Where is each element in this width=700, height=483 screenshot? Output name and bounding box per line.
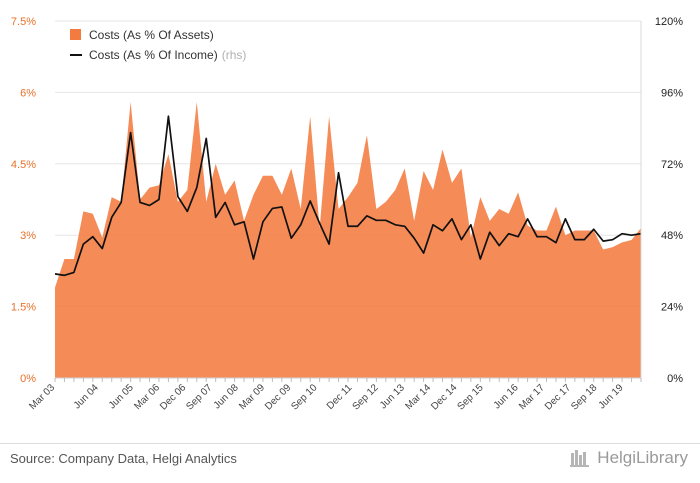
y-left-tick-label: 4.5% [11, 159, 36, 171]
x-tick-label: Dec 06 [158, 382, 188, 412]
x-tick-label: Jun 19 [597, 382, 626, 411]
y-right-tick-label: 48% [661, 230, 683, 242]
y-left-tick-label: 3% [20, 230, 36, 242]
y-left-tick-label: 7.5% [11, 16, 36, 28]
x-tick-label: Jun 04 [72, 382, 101, 411]
source-note: Source: Company Data, Helgi Analytics [10, 451, 237, 466]
x-tick-label: Dec 11 [325, 382, 355, 412]
y-right-tick-label: 24% [661, 302, 683, 314]
x-tick-label: Mar 06 [132, 382, 162, 412]
x-tick-label: Sep 07 [184, 382, 214, 412]
x-tick-label: Dec 17 [543, 382, 573, 412]
series-line-income [54, 115, 642, 277]
x-tick-label: Jun 13 [378, 382, 407, 411]
y-right-tick-label: 0% [667, 373, 683, 385]
x-tick-label: Mar 17 [517, 382, 547, 412]
x-tick-label: Sep 10 [289, 382, 319, 412]
y-left-tick-label: 1.5% [11, 302, 36, 314]
x-tick-label: Sep 15 [455, 382, 485, 412]
left-axis: 0% 1.5% 3% 4.5% 6% 7.5% [11, 16, 36, 385]
y-right-tick-label: 96% [661, 87, 683, 99]
brand-logo: HelgiLibrary [569, 447, 688, 469]
footer-divider [0, 443, 700, 444]
legend-swatch-assets [70, 29, 81, 40]
y-left-tick-label: 6% [20, 87, 36, 99]
right-axis: 0% 24% 48% 72% 96% 120% [655, 16, 683, 385]
y-right-tick-label: 72% [661, 159, 683, 171]
legend: Costs (As % Of Assets) Costs (As % Of In… [70, 28, 246, 62]
x-tick-label: Dec 09 [263, 382, 293, 412]
x-tick-label: Sep 18 [569, 382, 599, 412]
x-tick-label: Dec 14 [429, 382, 459, 412]
x-tick-label: Jun 16 [492, 382, 521, 411]
y-right-tick-label: 120% [655, 16, 683, 28]
x-tick-label: Mar 03 [27, 382, 57, 412]
legend-label-assets: Costs (As % Of Assets) [89, 28, 214, 42]
x-tick-label: Jun 08 [212, 382, 241, 411]
y-left-tick-label: 0% [20, 373, 36, 385]
brand-name: HelgiLibrary [597, 448, 688, 467]
series-area-assets [55, 101, 641, 379]
library-icon [570, 450, 590, 467]
x-tick-label: Sep 12 [351, 382, 381, 412]
x-tick-label: Jun 05 [107, 382, 136, 411]
legend-label-income: Costs (As % Of Income) (rhs) [89, 48, 246, 62]
x-tick-label: Mar 14 [403, 382, 433, 412]
x-tick-label: Mar 09 [237, 382, 267, 412]
chart: 0% 1.5% 3% 4.5% 6% 7.5% 0% 24% 48% 72% 96% 120% Ma… [11, 16, 683, 413]
